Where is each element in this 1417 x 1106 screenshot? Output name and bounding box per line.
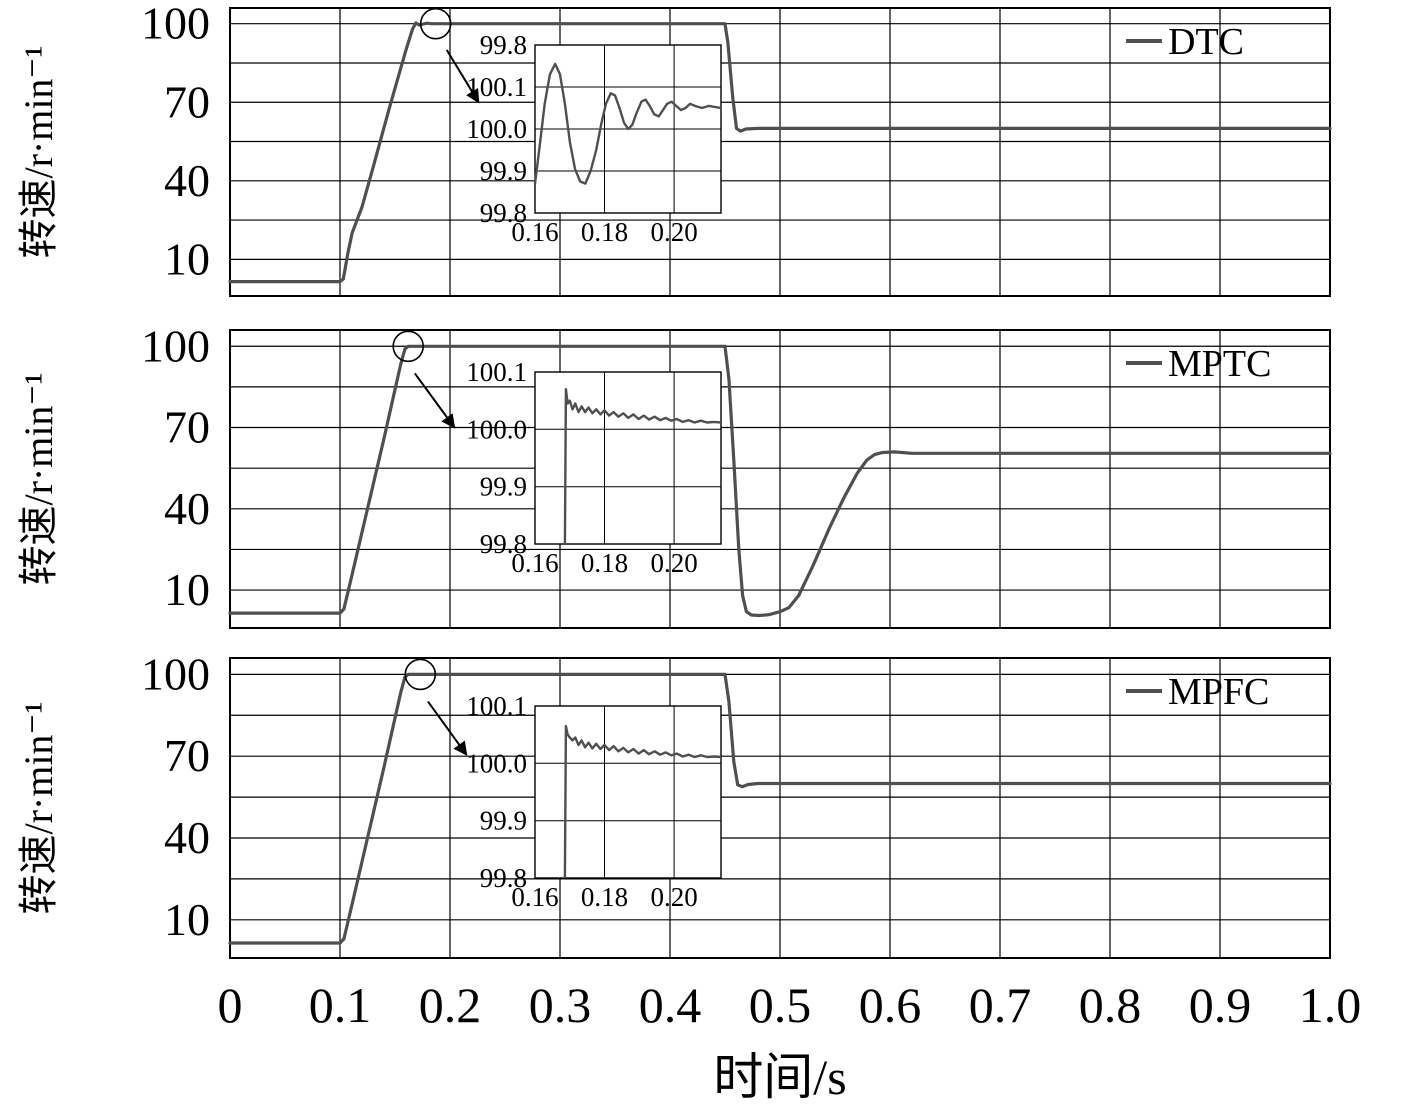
inset-y-tick-label: 100.0 <box>466 748 527 778</box>
inset-background <box>535 706 721 878</box>
y-tick-label: 40 <box>164 155 210 206</box>
inset-y-tick-label: 99.9 <box>480 806 527 836</box>
inset-border <box>534 44 722 214</box>
plot-border <box>229 7 1331 297</box>
zoom-highlight-circle <box>419 7 452 40</box>
x-tick-label: 0.5 <box>749 977 812 1033</box>
inset-x-tick-label: 0.20 <box>650 217 697 247</box>
inset-y-tick-label: 99.9 <box>480 156 527 186</box>
y-tick-label: 10 <box>164 233 210 284</box>
inset-x-tick-label: 0.18 <box>581 882 628 912</box>
inset-background <box>535 372 721 544</box>
x-tick-label: 0.8 <box>1079 977 1142 1033</box>
x-tick-label: 0.1 <box>309 977 372 1033</box>
inset-y-tick-label: 99.9 <box>480 472 527 502</box>
dtc-speed-curve <box>228 21 1332 284</box>
x-tick-label: 0.6 <box>859 977 922 1033</box>
x-tick-label: 1.0 <box>1299 977 1362 1033</box>
zoom-arrow <box>413 372 456 429</box>
zoom-highlight-circle <box>392 330 425 363</box>
inset-x-tick-label: 0.20 <box>650 882 697 912</box>
inset-y-tick-label: 99.8 <box>480 198 527 228</box>
inset-y-tick-label: 100.0 <box>466 114 527 144</box>
panel-dtc: 100 70 40 10 转速/r·min⁻¹ DTC 99.8 100.1 100.0 99.9… <box>16 0 1332 297</box>
inset-y-tick-label: 100.1 <box>466 357 527 387</box>
inset-x-tick-label: 0.16 <box>511 882 558 912</box>
x-tick-label: 0.4 <box>639 977 702 1033</box>
y-tick-label: 70 <box>164 76 210 127</box>
x-tick-label: 0.7 <box>969 977 1032 1033</box>
x-tick-label: 0.9 <box>1189 977 1252 1033</box>
inset-border <box>534 371 722 545</box>
x-tick-label: 0.3 <box>529 977 592 1033</box>
y-tick-label: 70 <box>164 402 210 453</box>
legend-label: DTC <box>1168 21 1244 63</box>
zoom-arrow <box>445 49 480 104</box>
x-axis-title: 时间/s <box>713 1049 846 1105</box>
inset-y-tick-label: 99.8 <box>480 529 527 559</box>
y-tick-label: 10 <box>164 564 210 615</box>
y-tick-label: 100 <box>141 320 210 371</box>
inset-border <box>534 705 722 879</box>
y-tick-label: 70 <box>164 730 210 781</box>
y-axis-title: 转速/r·min⁻¹ <box>16 372 61 585</box>
x-tick-label: 0 <box>218 977 243 1033</box>
plot-border <box>229 329 1331 629</box>
y-tick-label: 40 <box>164 483 210 534</box>
mpfc-inset-curve <box>563 724 722 879</box>
x-tick-label: 0.2 <box>419 977 482 1033</box>
inset-x-tick-label: 0.18 <box>581 217 628 247</box>
mptc-speed-curve <box>228 344 1332 618</box>
inset-y-tick-label: 99.8 <box>480 30 527 60</box>
inset-x-tick-label: 0.16 <box>511 548 558 578</box>
dtc-inset-curve <box>533 62 722 185</box>
y-tick-label: 10 <box>164 894 210 945</box>
inset-x-tick-label: 0.20 <box>650 548 697 578</box>
zoom-arrow <box>427 701 468 756</box>
zoom-highlight-circle <box>404 658 437 691</box>
inset-y-tick-label: 100.1 <box>466 72 527 102</box>
y-axis-title: 转速/r·min⁻¹ <box>16 701 61 914</box>
legend-label: MPTC <box>1168 343 1271 385</box>
inset-x-tick-label: 0.18 <box>581 548 628 578</box>
y-tick-label: 100 <box>141 648 210 699</box>
inset-y-tick-label: 99.8 <box>480 863 527 893</box>
plot-border <box>229 657 1331 959</box>
inset-x-tick-label: 0.16 <box>511 217 558 247</box>
legend-label: MPFC <box>1168 671 1269 713</box>
y-axis-title: 转速/r·min⁻¹ <box>16 45 61 258</box>
y-tick-label: 40 <box>164 812 210 863</box>
inset-y-tick-label: 100.1 <box>466 691 527 721</box>
y-tick-label: 100 <box>141 0 210 49</box>
inset-y-tick-label: 100.0 <box>466 414 527 444</box>
panel-mpfc: 100 70 40 10 转速/r·min⁻¹ MPFC 100.1 100.0 99.9 99.… <box>16 648 1332 959</box>
mptc-inset-curve <box>563 388 722 545</box>
panel-mptc: 100 70 40 10 转速/r·min⁻¹ MPTC 100.1 100.0 99.9 99.… <box>16 320 1332 629</box>
mpfc-speed-curve <box>228 672 1332 945</box>
